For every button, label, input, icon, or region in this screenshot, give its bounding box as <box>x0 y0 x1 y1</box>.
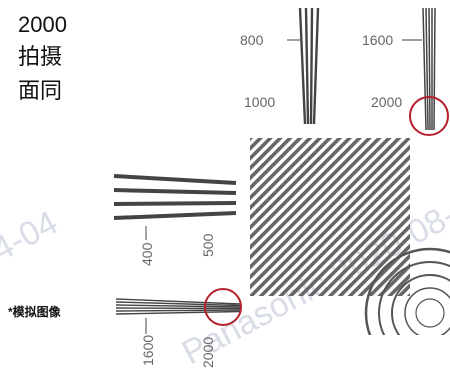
horizontal-lines-400 <box>113 174 237 220</box>
highlight-circle-bottom <box>204 288 242 326</box>
hatched-resolution-square <box>250 138 410 296</box>
label-1000: 1000 <box>244 94 275 110</box>
simulated-image-note: *模拟图像 <box>8 305 61 319</box>
vertical-lines-800 <box>298 7 320 125</box>
label-2000-top: 2000 <box>371 94 402 110</box>
label-500: 500 <box>200 233 216 257</box>
label-1600-bottom: 1600 <box>140 335 156 366</box>
label-400: 400 <box>139 242 155 266</box>
label-800: 800 <box>240 32 264 48</box>
circle-clip-mask <box>360 335 450 372</box>
description-line-2: 拍摄 <box>18 44 63 69</box>
description-line-3: 面同 <box>18 78 63 103</box>
description-line-1: 2000 <box>18 12 67 37</box>
label-2000-bottom: 2000 <box>200 337 216 368</box>
label-1600-top: 1600 <box>362 32 393 48</box>
highlight-circle-top <box>409 96 449 136</box>
vertical-lines-1600 <box>422 7 436 131</box>
horizontal-lines-1600 <box>115 298 241 315</box>
watermark-fragment: 4-04 <box>0 204 64 270</box>
